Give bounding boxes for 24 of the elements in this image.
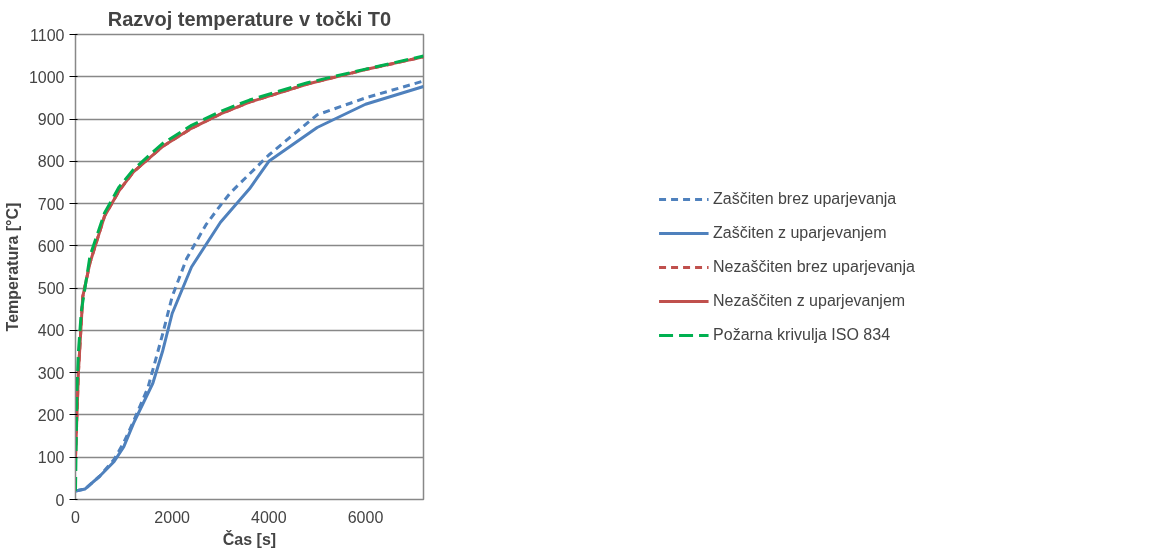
legend-label: Nezaščiten z uparjevanjem: [713, 291, 906, 310]
chart-title: Razvoj temperature v točki T0: [107, 7, 392, 30]
x-tick-label: 6000: [347, 508, 384, 526]
y-tick-label: 500: [37, 280, 65, 298]
y-tick-label: 600: [37, 237, 65, 255]
y-tick-label: 800: [37, 153, 65, 171]
y-tick-label: 1100: [30, 26, 65, 44]
x-tick-label: 4000: [251, 508, 287, 526]
y-tick-label: 300: [37, 364, 65, 382]
legend-label: Požarna krivulja ISO 834: [713, 325, 891, 344]
legend-label: Zaščiten z uparjevanjem: [713, 223, 887, 242]
y-tick-label: 1000: [28, 68, 65, 86]
y-tick-label: 100: [37, 449, 65, 467]
x-tick-label: 2000: [154, 508, 191, 526]
y-tick-label: 700: [37, 195, 65, 213]
y-tick-label: 0: [55, 491, 65, 509]
y-tick-label: 200: [37, 406, 65, 424]
legend-label: Zaščiten brez uparjevanja: [713, 189, 897, 208]
x-tick-label: 0: [71, 508, 81, 526]
x-axis-title: Čas [s]: [222, 529, 277, 548]
y-tick-label: 900: [37, 111, 65, 129]
y-axis-title: Temperatura [°C]: [3, 202, 21, 332]
legend-label: Nezaščiten brez uparjevanja: [713, 257, 915, 276]
y-tick-label: 400: [37, 322, 65, 340]
